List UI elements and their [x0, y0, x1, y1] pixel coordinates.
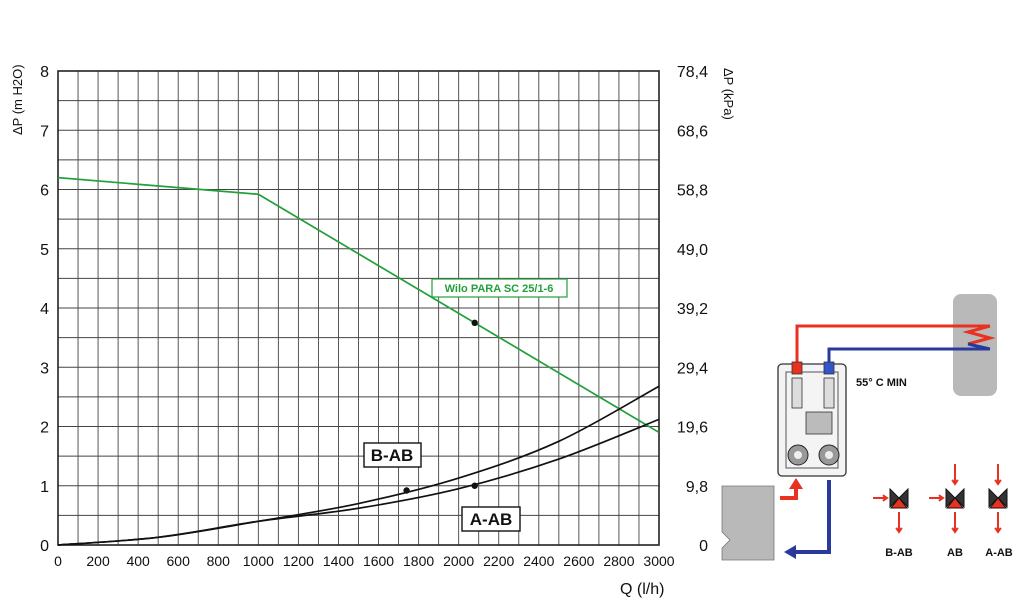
series-line-1	[57, 176, 660, 434]
valve-label-b-ab: B-AB	[885, 547, 913, 559]
x-tick-label: 2600	[563, 553, 594, 569]
y-right-tick-label: 19,6	[677, 420, 708, 437]
x-tick-label: 1600	[363, 553, 394, 569]
y-right-tick-label: 0	[699, 538, 708, 555]
series-marker-3	[471, 482, 478, 489]
y-right-tick-labels: 0 9,8 19,6 29,4 39,2 49,0 58,8 68,6 78,4	[677, 64, 708, 555]
x-tick-label: 1800	[403, 553, 434, 569]
x-tick-labels: 0 200 400 600 800 1000 1200 1400 1600 1800 2000 220…	[54, 553, 675, 569]
hot-inflow-arrow	[780, 488, 798, 500]
series-marker-1	[471, 319, 478, 327]
x-axis-label: Q (l/h)	[620, 581, 664, 598]
x-tick-label: 3000	[643, 553, 674, 569]
x-tick-label: 2400	[523, 553, 554, 569]
valve-b-ab	[873, 487, 909, 534]
y-left-tick-label: 2	[40, 420, 49, 437]
b-ab-label-box: B-AB	[363, 442, 422, 468]
y-left-tick-label: 6	[40, 183, 49, 200]
series-line-3	[57, 418, 660, 546]
cold-pipe	[827, 347, 990, 364]
y-left-tick-label: 3	[40, 360, 49, 377]
hydraulic-diagram: 55° C MIN B-AB AB A-AB	[721, 294, 1013, 561]
x-tick-label: 1000	[243, 553, 274, 569]
series-marker-2	[403, 487, 410, 494]
plot-frame	[57, 70, 660, 546]
cold-coil	[967, 342, 991, 351]
series-markers	[403, 319, 478, 494]
b-ab-label: B-AB	[371, 446, 414, 465]
valve-a-ab	[988, 464, 1008, 534]
wilo-label-box: Wilo PARA SC 25/1-6	[431, 278, 568, 298]
temperature-label: 55° C MIN	[856, 377, 907, 389]
valve-ab	[929, 464, 965, 534]
x-tick-label: 2000	[443, 553, 474, 569]
y-right-tick-label: 78,4	[677, 64, 708, 81]
x-tick-label: 800	[207, 553, 231, 569]
y-left-tick-labels: 0 1 2 3 4 5 6 7 8	[40, 64, 49, 555]
y-left-tick-label: 5	[40, 242, 49, 259]
wilo-label: Wilo PARA SC 25/1-6	[445, 283, 554, 295]
cold-outflow-arrow	[794, 480, 831, 554]
y-left-axis-label: ΔP (m H2O)	[10, 64, 25, 135]
y-right-tick-label: 68,6	[677, 123, 708, 140]
grid	[57, 70, 660, 546]
x-tick-label: 200	[86, 553, 110, 569]
x-tick-label: 0	[54, 553, 62, 569]
valve-label-ab: AB	[947, 547, 963, 559]
y-right-tick-label: 29,4	[677, 360, 708, 377]
y-right-axis-label: ΔP (kPa)	[721, 68, 736, 120]
a-ab-label: A-AB	[470, 510, 513, 529]
y-right-tick-label: 9,8	[686, 479, 708, 496]
x-tick-label: 1200	[283, 553, 314, 569]
boiler-block	[721, 485, 775, 561]
y-left-tick-label: 7	[40, 123, 49, 140]
a-ab-label-box: A-AB	[461, 506, 521, 532]
y-left-tick-label: 1	[40, 479, 49, 496]
y-left-tick-label: 4	[40, 301, 49, 318]
x-tick-label: 2200	[483, 553, 514, 569]
y-left-tick-label: 8	[40, 64, 49, 81]
hot-pipe	[795, 324, 990, 362]
y-right-tick-label: 58,8	[677, 183, 708, 200]
y-right-tick-label: 49,0	[677, 242, 708, 259]
valve-label-a-ab: A-AB	[985, 547, 1013, 559]
axes	[57, 70, 660, 546]
x-tick-label: 400	[126, 553, 150, 569]
y-left-tick-label: 0	[40, 538, 49, 555]
series-lines	[57, 176, 660, 546]
x-tick-label: 2800	[603, 553, 634, 569]
hot-coil	[962, 324, 996, 346]
x-tick-label: 1400	[323, 553, 354, 569]
y-right-tick-label: 39,2	[677, 301, 708, 318]
x-tick-label: 600	[167, 553, 191, 569]
